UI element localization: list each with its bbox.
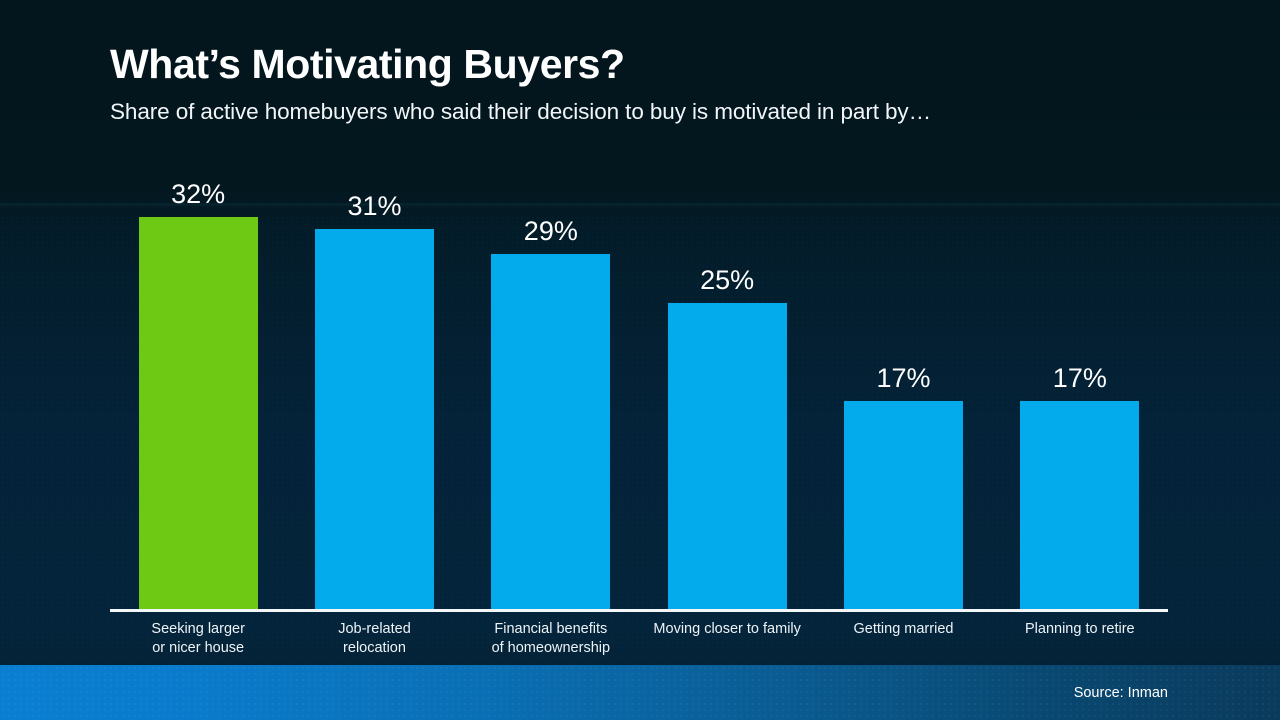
bar-group: 25%: [667, 180, 787, 609]
category-label: Getting married: [853, 621, 954, 637]
bar-group: 29%: [491, 180, 611, 609]
footer-bar: Source: Inman: [0, 665, 1280, 720]
bar[interactable]: [491, 253, 611, 609]
category-label: Financial benefits of homeownership: [491, 621, 611, 656]
bar-series: 32% 31% 29% 25% 17% 17%: [110, 180, 1168, 609]
bar-value-label: 32%: [171, 178, 226, 209]
bar-value-label: 31%: [347, 191, 402, 222]
bar[interactable]: [315, 229, 434, 609]
chart-plot-area: 32% 31% 29% 25% 17% 17%: [110, 180, 1170, 612]
bar-group: 17%: [1020, 180, 1140, 609]
page-title: What’s Motivating Buyers?: [110, 41, 625, 87]
page-subtitle: Share of active homebuyers who said thei…: [110, 99, 931, 125]
category-label: Moving closer to family: [653, 621, 801, 637]
category-label: Seeking larger or nicer house: [151, 621, 245, 656]
bar[interactable]: [1020, 400, 1140, 609]
bar-group: 17%: [844, 180, 963, 609]
bar-value-label: 25%: [700, 264, 755, 295]
bar[interactable]: [844, 400, 963, 609]
x-axis-line: [110, 609, 1168, 612]
bar-value-label: 17%: [1052, 362, 1107, 393]
category-label: Job-related relocation: [338, 621, 411, 656]
bar-value-label: 17%: [876, 362, 931, 393]
category-label: Planning to retire: [1025, 621, 1135, 637]
chart-header: What’s Motivating Buyers? Share of activ…: [110, 42, 1210, 125]
bar-value-label: 29%: [523, 215, 578, 246]
bar-group: 31%: [315, 180, 434, 609]
x-axis-tick-labels: Seeking larger or nicer house Job-related…: [110, 620, 1168, 662]
bar-group: 32%: [138, 178, 258, 609]
bar[interactable]: [138, 216, 258, 609]
source-attribution: Source: Inman: [1073, 684, 1168, 701]
bar[interactable]: [667, 302, 787, 609]
